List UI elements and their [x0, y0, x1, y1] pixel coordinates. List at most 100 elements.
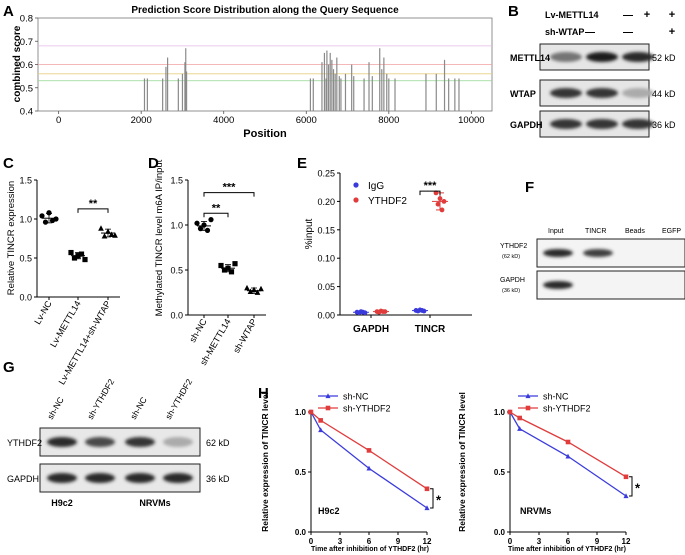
panel-e-legend-marker-igg [353, 182, 359, 188]
panel-e-legend-igg: IgG [368, 181, 384, 192]
data-point-0-4 [53, 216, 59, 222]
panel-b-cond-1-lane-1: — [623, 10, 633, 21]
panel-g-lane-1: sh-NC [45, 395, 66, 421]
ytick-label-2: 1.0 [170, 221, 183, 231]
series-marker-0-3 [623, 493, 629, 499]
panel-f-lane-tincr: TINCR [585, 228, 606, 235]
panel-a-x-ticks: 0 2000 4000 6000 8000 10000 [56, 111, 485, 126]
ytick-label-1: 0.05 [317, 282, 335, 292]
panel-f-row-label-gapdh: GAPDH [500, 277, 525, 284]
panel-a-ytick-label-3: 0.7 [20, 37, 33, 48]
legend-label-0: sh-NC [543, 392, 569, 402]
ytick-label-2: 1.0 [494, 408, 506, 417]
panel-a-ytick-label-1: 0.5 [20, 83, 33, 94]
panel-f-row-sublabel-gapdh: (36 kD) [502, 288, 520, 294]
panel-g-band-0-0 [47, 437, 77, 447]
panel-h-right-annotation: NRVMs [520, 506, 551, 516]
significance-bracket [419, 190, 441, 196]
ytick-label-3: 0.15 [317, 225, 335, 235]
panel-f-lane-egfp: EGFP [662, 228, 681, 235]
significance-label: * [635, 480, 641, 495]
significance-bracket [629, 476, 633, 497]
panel-a-xtick-label-5: 10000 [458, 115, 484, 126]
panel-g-lane-2: sh-YTHDF2 [85, 377, 116, 421]
series-marker-0-3 [424, 505, 430, 511]
panel-g-blot: sh-NC sh-YTHDF2 sh-NC sh-YTHDF2 YTHDF2 62… [7, 377, 230, 508]
panel-label-c: C [3, 155, 14, 172]
category-label-0: GAPDH [353, 324, 389, 335]
data-point-1-4 [82, 256, 88, 263]
panel-h-left-plot: 0.0 0.5 1.0 0 3 6 9 12 sh-NC sh-YTHDF2 * [295, 392, 442, 547]
panel-f-band-1-0 [543, 281, 573, 289]
panel-a-threshold-lines [38, 45, 492, 82]
data-point-1-1 [71, 255, 78, 261]
panel-g-lane-4: sh-YTHDF2 [163, 377, 194, 421]
panel-b-row-kd-1: 44 kD [652, 89, 676, 99]
data-point-0-1 [42, 219, 49, 225]
significance-label-0: ** [89, 198, 98, 210]
xtick-label-3: 9 [396, 537, 401, 546]
panel-f-blot: Input TINCR Beads EGFP YTHDF2 (62 kD) GA… [500, 228, 685, 300]
significance-label-0: ** [212, 202, 221, 214]
panel-a-y-ticks: 0.4 0.5 0.6 0.7 0.8 [20, 14, 38, 118]
data-point-2-1 [101, 233, 108, 239]
panel-a-ylabel: combined score [12, 25, 23, 102]
category-label-2: Lv-METTL14+sh-WTAP [57, 299, 113, 386]
panel-a-xtick-label-0: 0 [56, 115, 61, 126]
series-marker-1-2 [366, 448, 372, 453]
ytick-label-3: 1.5 [170, 176, 183, 186]
panel-a-ytick-label-2: 0.6 [20, 60, 33, 71]
panel-f-row-label-ythdf2: YTHDF2 [500, 243, 527, 250]
panel-g-group-nrvms: NRVMs [139, 498, 170, 508]
panel-a-title: Prediction Score Distribution along the … [131, 5, 399, 16]
panel-h-right-plot: 0.0 0.5 1.0 0 3 6 9 12 sh-NC sh-YTHDF2 * [494, 392, 641, 547]
panel-g-rows: YTHDF2 62 kD GAPDH 36 kD [7, 427, 230, 493]
panel-b-band-2-2 [622, 119, 654, 129]
panel-b-cond-1-lane-2: + [644, 9, 650, 21]
data-point-1-1 [221, 267, 228, 273]
category-label-1: TINCR [415, 324, 446, 335]
panel-b-cond-label-2: sh-WTAP [545, 27, 584, 37]
significance-bracket-1 [203, 192, 255, 197]
series-line-1 [310, 411, 428, 490]
panel-b-band-0-2 [622, 52, 654, 62]
panel-c-axes: 0.0 0.5 1.0 1.5 Lv-NCLv-METTL14Lv-METTL14+sh… [19, 176, 120, 386]
panel-b-band-2-1 [586, 119, 618, 129]
panel-b-cond-2-lane-3: + [669, 26, 675, 38]
panel-f-band-0-1 [583, 249, 613, 257]
series-line-1 [509, 411, 627, 478]
panel-b-row-kd-2: 36 kD [652, 120, 676, 130]
ytick-label-1: 0.5 [295, 468, 307, 477]
panel-e-legend-ythdf2: YTHDF2 [368, 196, 407, 207]
xtick-label-0: 0 [508, 537, 513, 546]
panel-g-band-0-2 [125, 437, 155, 447]
panel-b-cond-2-lane-1: — [585, 27, 595, 38]
panel-label-a: A [3, 3, 14, 20]
panel-g-row-label-1: GAPDH [7, 474, 39, 484]
panel-a-xtick-label-4: 8000 [378, 115, 399, 126]
panel-g-band-0-3 [163, 437, 193, 447]
series-marker-1-0 [308, 409, 314, 415]
panel-e-legend-marker-ythdf2 [353, 197, 359, 203]
data-point-0-2 [46, 210, 52, 216]
panel-b-row-label-0: METTL14 [510, 53, 550, 63]
significance-bracket-0 [203, 212, 229, 218]
xtick-label-2: 6 [566, 537, 571, 546]
panel-b-cond-1-lane-3: + [669, 9, 675, 21]
legend-marker-0 [525, 393, 531, 399]
series-marker-0-2 [366, 465, 372, 471]
legend-marker-0 [325, 393, 331, 399]
data-point-0-0 [194, 220, 200, 226]
panel-b-band-0-0 [550, 52, 582, 62]
series-line-0 [509, 411, 627, 497]
data-point-1-3 [228, 269, 235, 275]
panel-g-band-1-3 [163, 473, 193, 483]
series-marker-0-1 [517, 426, 523, 431]
panel-c-chart: 0.0 0.5 1.0 1.5 Lv-NCLv-METTL14Lv-METTL14+sh… [6, 176, 120, 386]
series-line-0 [310, 411, 428, 509]
panel-c-points: ** [39, 198, 118, 263]
data-point-2-0 [244, 284, 250, 291]
ytick-label-0: 0.00 [317, 311, 335, 321]
